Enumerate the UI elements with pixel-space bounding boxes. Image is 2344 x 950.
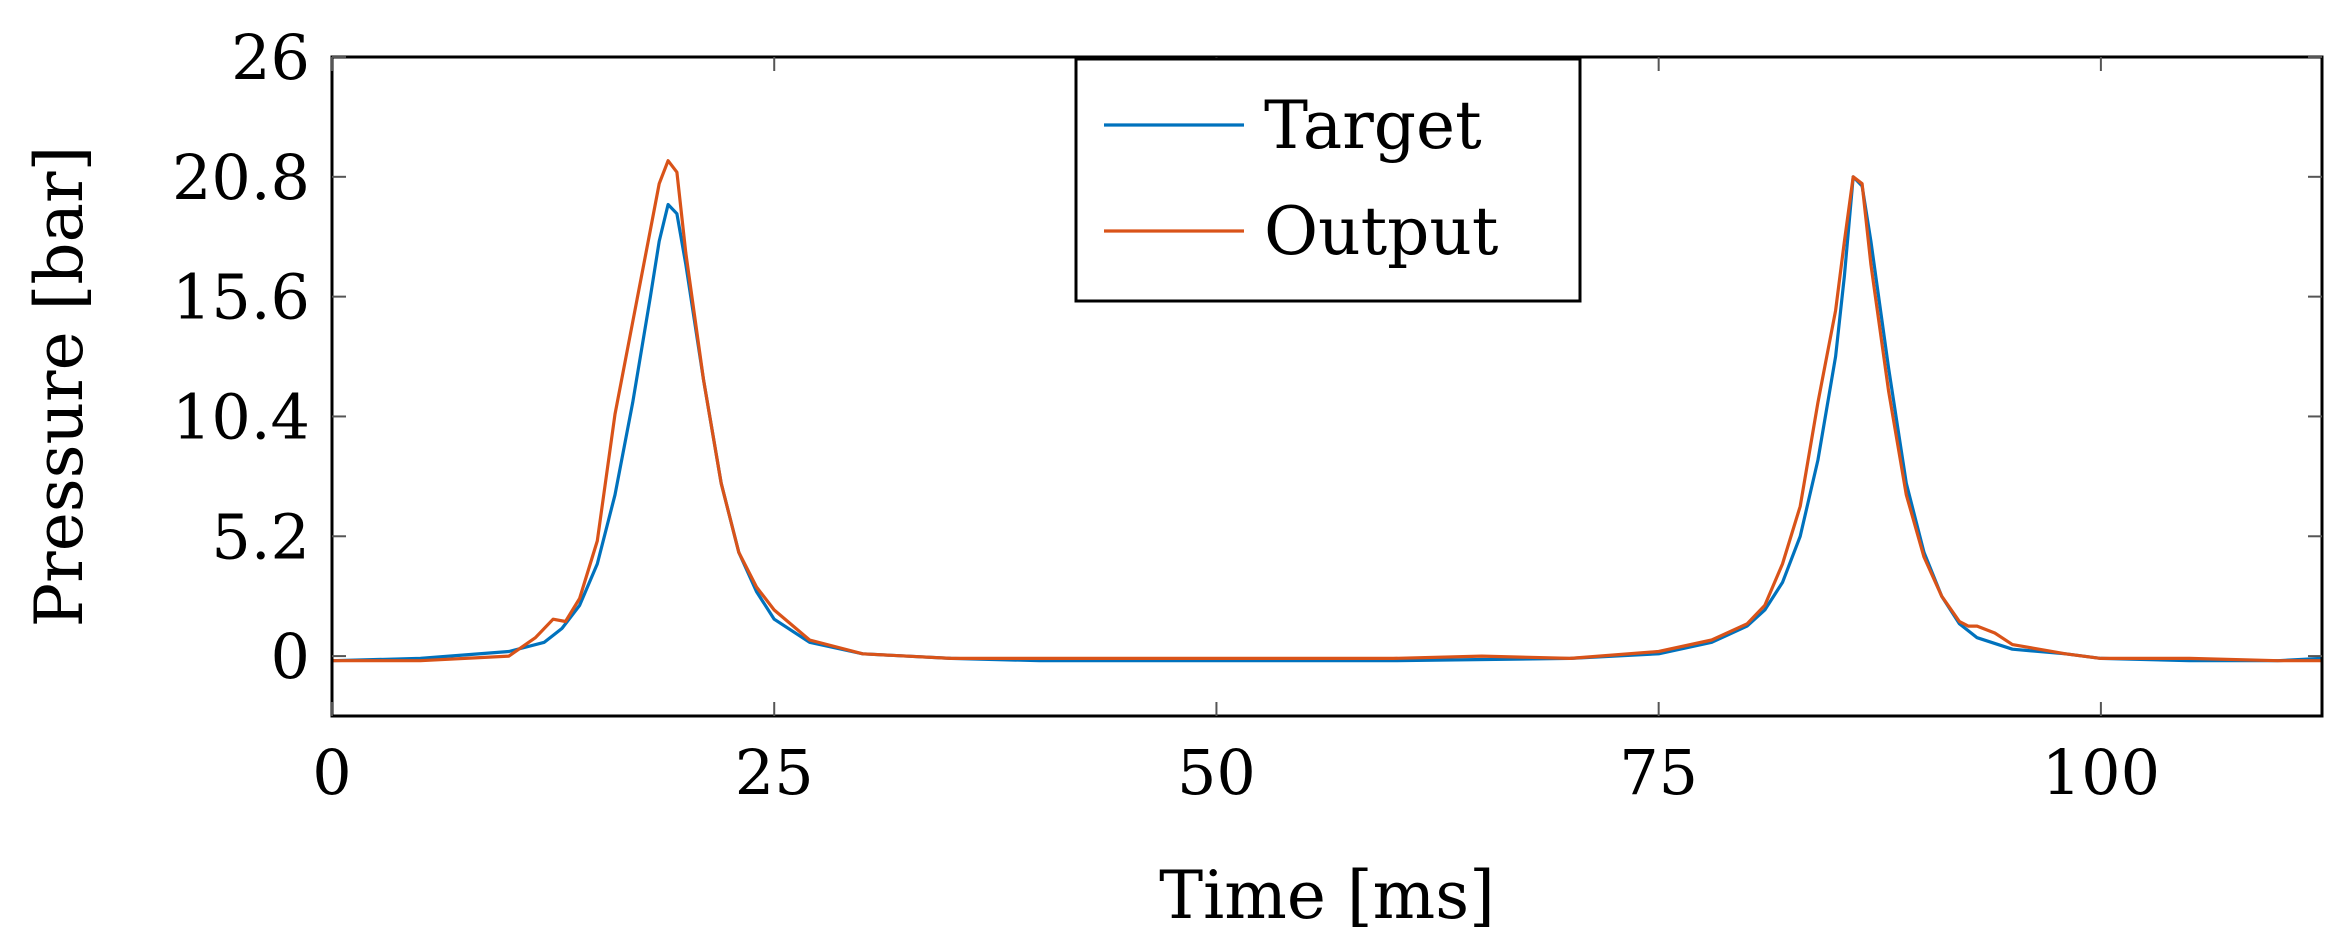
y-tick-label: 26 — [231, 21, 310, 94]
x-tick-label: 50 — [1177, 736, 1256, 809]
x-tick-label: 75 — [1619, 736, 1698, 809]
x-tick-label: 100 — [2042, 736, 2160, 809]
legend: Target Output — [1074, 57, 1582, 303]
x-tick-label: 25 — [735, 736, 814, 809]
legend-label-target: Target — [1264, 87, 1482, 164]
y-tick-label: 15.6 — [172, 261, 310, 334]
series-line-output — [332, 159, 2322, 663]
y-tick-label: 10.4 — [172, 380, 310, 453]
x-tick-label: 0 — [312, 736, 351, 809]
y-tick-label: 20.8 — [172, 141, 310, 214]
y-tick-label: 0 — [271, 620, 310, 693]
legend-label-output: Output — [1264, 193, 1498, 270]
plot-area-frame — [330, 55, 2324, 718]
y-axis-title: Pressure [bar] — [21, 146, 98, 628]
x-axis-title: Time [ms] — [1159, 857, 1495, 934]
y-tick-label: 5.2 — [211, 500, 310, 573]
legend-box — [1074, 57, 1582, 303]
